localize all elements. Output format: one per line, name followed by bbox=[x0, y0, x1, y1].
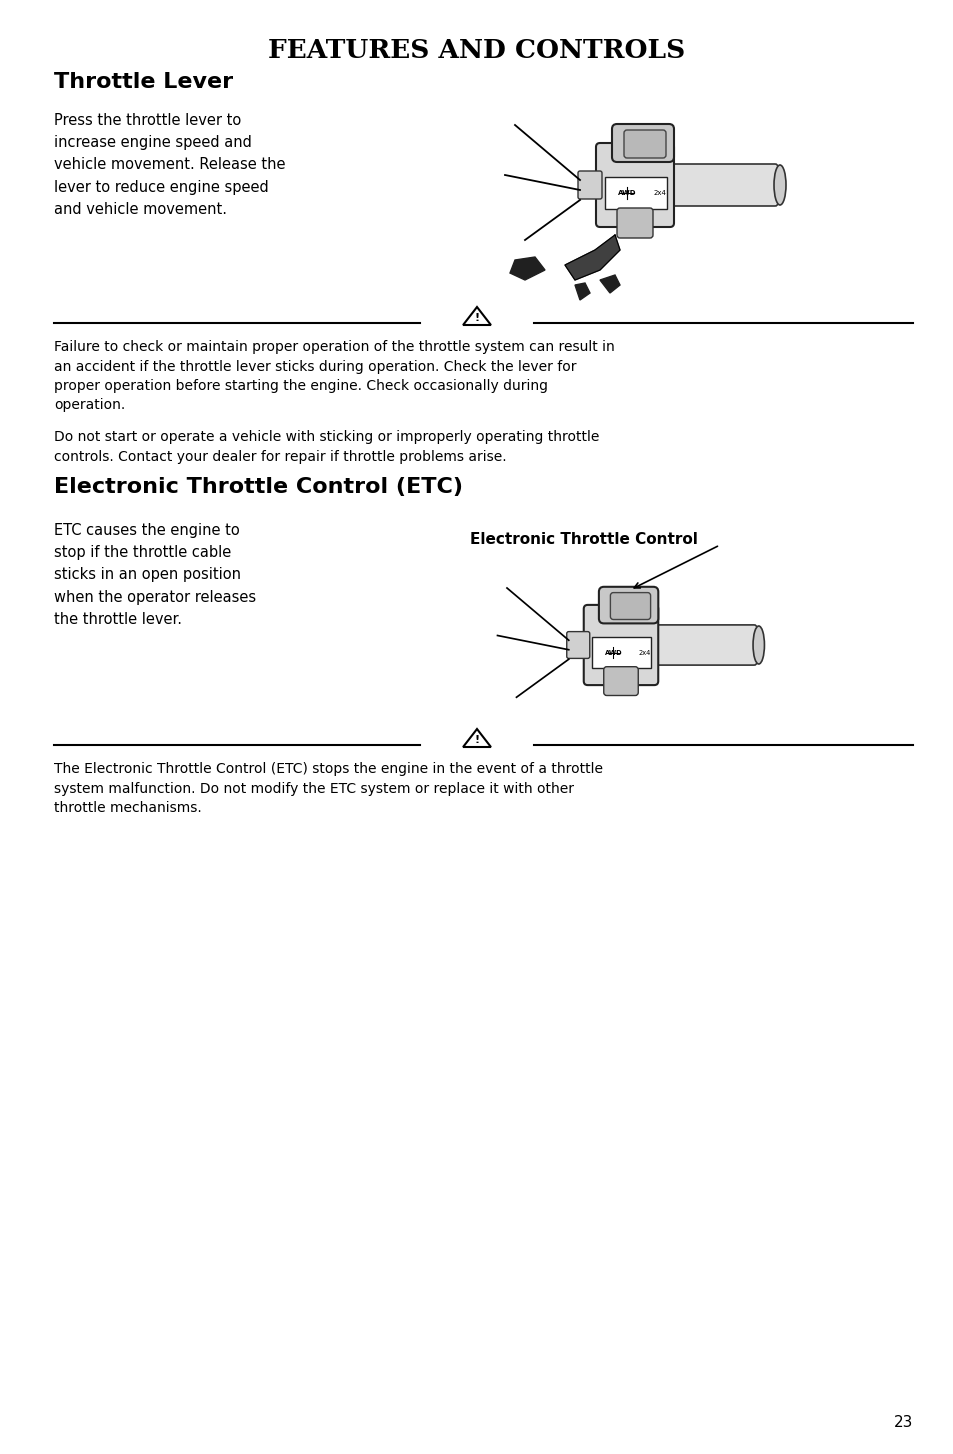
Text: AWD: AWD bbox=[618, 190, 636, 196]
Polygon shape bbox=[510, 257, 544, 281]
Text: 23: 23 bbox=[893, 1415, 912, 1429]
Text: 2x4: 2x4 bbox=[653, 190, 666, 196]
Polygon shape bbox=[575, 284, 589, 300]
FancyBboxPatch shape bbox=[603, 667, 638, 695]
Polygon shape bbox=[564, 236, 619, 281]
Text: Electronic Throttle Control: Electronic Throttle Control bbox=[470, 532, 698, 547]
FancyBboxPatch shape bbox=[583, 605, 658, 685]
FancyBboxPatch shape bbox=[596, 142, 673, 227]
Text: !: ! bbox=[474, 313, 479, 323]
FancyBboxPatch shape bbox=[617, 208, 652, 238]
Text: Electronic Throttle Control (ETC): Electronic Throttle Control (ETC) bbox=[54, 477, 463, 497]
Text: !: ! bbox=[474, 736, 479, 744]
Text: The Electronic Throttle Control (ETC) stops the engine in the event of a throttl: The Electronic Throttle Control (ETC) st… bbox=[54, 762, 602, 816]
FancyBboxPatch shape bbox=[578, 172, 601, 199]
Text: Do not start or operate a vehicle with sticking or improperly operating throttle: Do not start or operate a vehicle with s… bbox=[54, 430, 599, 464]
FancyBboxPatch shape bbox=[566, 631, 589, 659]
Text: Throttle Lever: Throttle Lever bbox=[54, 73, 233, 92]
FancyBboxPatch shape bbox=[592, 637, 651, 667]
Text: 2x4: 2x4 bbox=[638, 650, 650, 656]
FancyBboxPatch shape bbox=[598, 587, 658, 624]
FancyBboxPatch shape bbox=[610, 593, 650, 619]
Ellipse shape bbox=[752, 627, 763, 664]
Text: Press the throttle lever to
increase engine speed and
vehicle movement. Release : Press the throttle lever to increase eng… bbox=[54, 113, 286, 217]
Ellipse shape bbox=[773, 164, 785, 205]
Text: AWD: AWD bbox=[604, 650, 621, 656]
Text: ETC causes the engine to
stop if the throttle cable
sticks in an open position
w: ETC causes the engine to stop if the thr… bbox=[54, 523, 256, 627]
Text: Failure to check or maintain proper operation of the throttle system can result : Failure to check or maintain proper oper… bbox=[54, 340, 615, 413]
Polygon shape bbox=[599, 275, 619, 294]
FancyBboxPatch shape bbox=[604, 177, 666, 209]
FancyBboxPatch shape bbox=[612, 124, 673, 161]
FancyBboxPatch shape bbox=[627, 625, 757, 664]
FancyBboxPatch shape bbox=[623, 129, 665, 158]
FancyBboxPatch shape bbox=[641, 164, 778, 206]
Text: FEATURES AND CONTROLS: FEATURES AND CONTROLS bbox=[268, 38, 685, 63]
